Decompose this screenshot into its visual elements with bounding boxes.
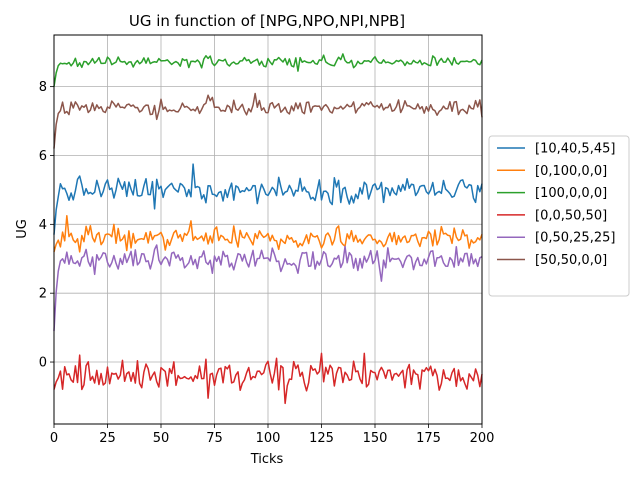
legend-label: [0,50,25,25] xyxy=(535,231,615,246)
x-tick-label: 150 xyxy=(363,431,388,446)
series-line xyxy=(53,92,483,149)
y-axis-label: UG xyxy=(15,219,30,239)
series-line xyxy=(53,244,483,332)
legend-label: [100,0,0,0] xyxy=(535,186,607,201)
y-tick-label: 0 xyxy=(39,356,47,371)
x-tick-label: 25 xyxy=(99,431,116,446)
chart-title: UG in function of [NPG,NPO,NPI,NPB] xyxy=(129,12,405,30)
x-tick-label: 75 xyxy=(206,431,223,446)
x-tick-label: 0 xyxy=(50,431,58,446)
legend-box xyxy=(488,135,630,297)
legend-label: [10,40,5,45] xyxy=(535,142,615,157)
series-line xyxy=(53,163,483,235)
series-line xyxy=(53,53,483,87)
legend: [10,40,5,45] [0,100,0,0] [100,0,0,0] [0,0,5… xyxy=(488,135,630,297)
legend-label: [0,100,0,0] xyxy=(535,164,607,179)
axis-ticks: 0 25 50 75 100 125 150 175 200 0 2 4 6 8 xyxy=(39,80,495,446)
y-tick-label: 6 xyxy=(39,149,47,164)
legend-label: [0,0,50,50] xyxy=(535,208,607,223)
series-line xyxy=(53,352,483,405)
y-tick-label: 2 xyxy=(39,287,47,302)
series-lines xyxy=(53,53,483,405)
x-tick-label: 125 xyxy=(309,431,334,446)
x-tick-label: 50 xyxy=(153,431,170,446)
series-line xyxy=(53,214,483,253)
x-tick-label: 100 xyxy=(256,431,281,446)
y-tick-label: 4 xyxy=(39,218,47,233)
legend-label: [50,50,0,0] xyxy=(535,253,607,268)
x-tick-label: 175 xyxy=(416,431,441,446)
y-tick-label: 8 xyxy=(39,80,47,95)
x-axis-label: Ticks xyxy=(250,452,284,467)
x-tick-label: 200 xyxy=(470,431,495,446)
